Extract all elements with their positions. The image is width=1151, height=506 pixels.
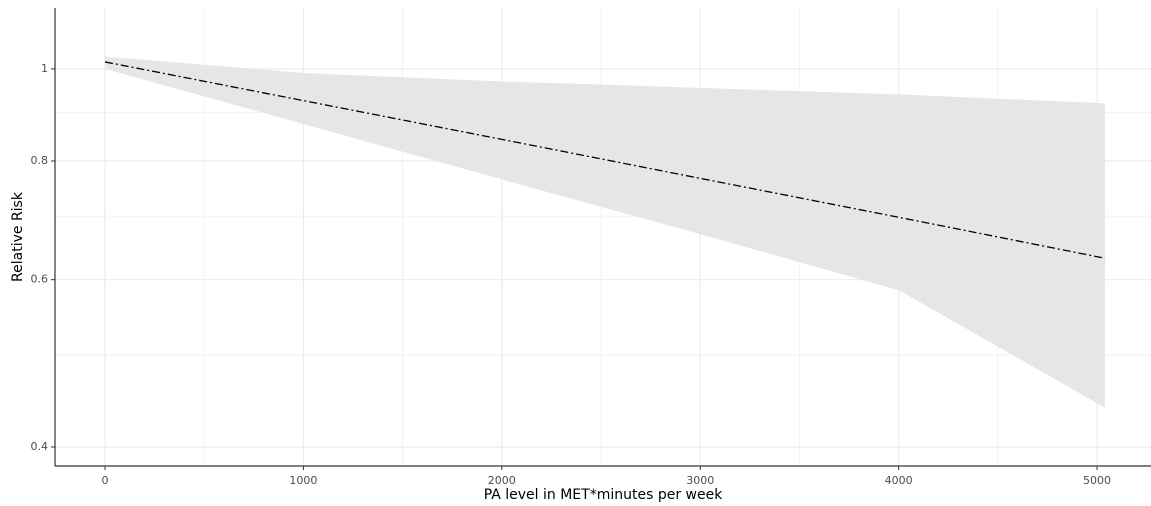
x-tick-label: 0 [101,474,108,487]
y-tick-label: 1 [41,62,48,75]
y-tick-label: 0.4 [31,440,49,453]
x-tick-label: 4000 [885,474,913,487]
confidence-band [104,56,1105,408]
x-tick-label: 3000 [686,474,714,487]
x-tick-label: 1000 [289,474,317,487]
x-tick-label: 2000 [488,474,516,487]
x-axis-title: PA level in MET*minutes per week [484,487,724,503]
y-tick-label: 0.8 [31,154,49,167]
y-axis-title: Relative Risk [10,191,26,282]
line [104,61,1106,259]
x-tick-label: 5000 [1083,474,1111,487]
y-tick-label: 0.6 [31,273,49,286]
